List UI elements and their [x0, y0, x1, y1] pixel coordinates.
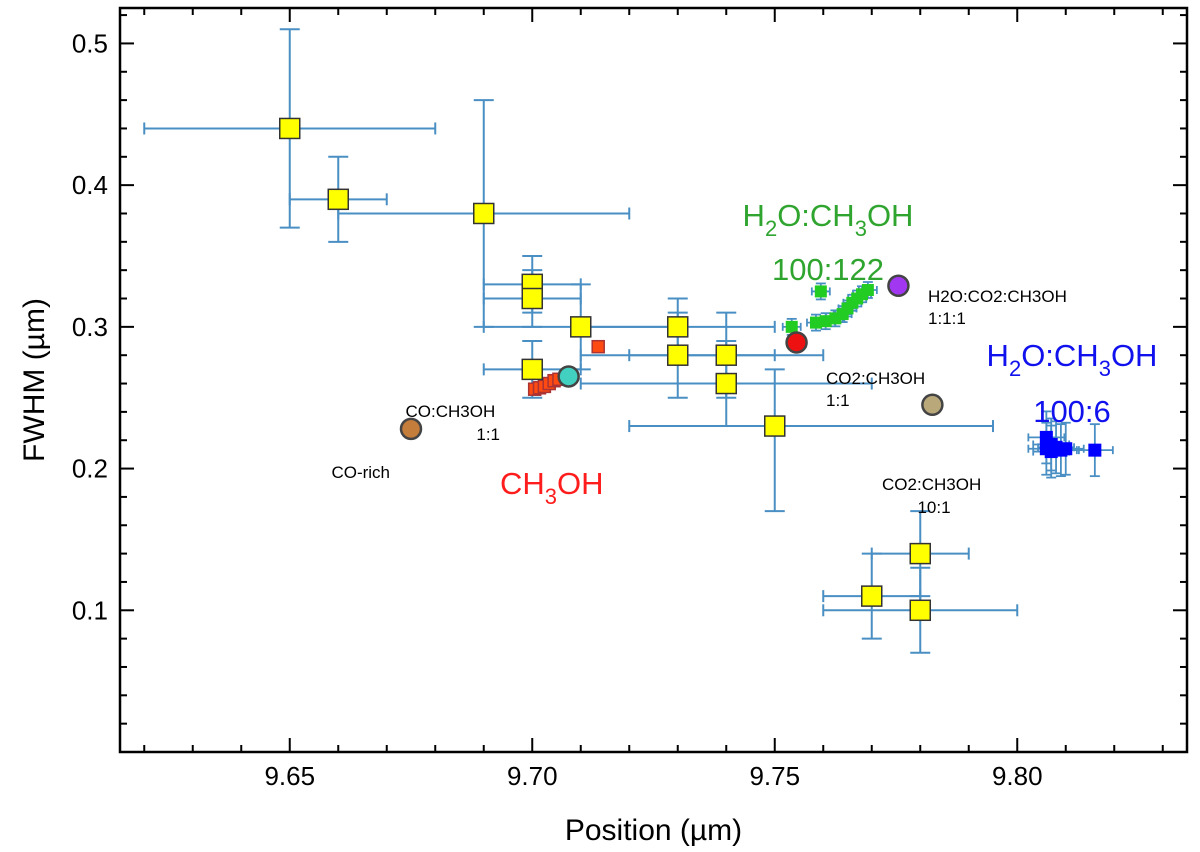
x-tick-label: 9.80 [992, 761, 1043, 791]
mixture-point [921, 393, 944, 417]
label-ch3oh-sub: 3 [545, 484, 557, 509]
x-tick-label: 9.70 [507, 761, 558, 791]
label-blue-p3: OH [1111, 338, 1158, 373]
label-green-p2: O:CH [777, 198, 855, 233]
y-axis-title: FWHM (µm) [18, 298, 51, 462]
annotation-co2-ch3oh-10-1-line2: 10:1 [917, 498, 950, 517]
label-green-sub2: 3 [855, 216, 867, 241]
label-ch3oh: CH3OH [500, 466, 604, 509]
observed-point [909, 542, 931, 565]
annotation-co2-ch3oh-1-1-line1: CO2:CH3OH [826, 369, 925, 388]
y-tick-label: 0.2 [72, 454, 108, 484]
annotation-co2-ch3oh-1-1-line2: 1:1 [826, 391, 850, 410]
observed-point [764, 415, 786, 437]
mixture-point [887, 274, 910, 298]
h2o-ch3oh-100-6-point [1088, 443, 1102, 457]
axes-frame [118, 6, 1189, 754]
label-green-sub1: 2 [765, 216, 777, 241]
y-tick-label: 0.5 [72, 28, 108, 58]
observed-point [715, 344, 737, 366]
annotation-co2-ch3oh-1-1: CO2:CH3OH 1:1 [826, 369, 930, 410]
h2o-ch3oh-100-122-point [809, 316, 822, 329]
annotation-co-rich-line: CO-rich [331, 463, 390, 482]
observed-point [667, 344, 689, 366]
label-ch3oh-main: CH [500, 466, 545, 501]
observed-point [570, 316, 592, 338]
mixture-point [785, 331, 808, 354]
label-h2o-ch3oh-green: H2O:CH3OH [743, 198, 914, 241]
annotation-co-rich: CO-rich [331, 463, 390, 482]
label-blue-sub2: 3 [1099, 356, 1111, 381]
h2o-ch3oh-100-122-point [814, 285, 827, 298]
observed-point [279, 117, 301, 140]
label-green-ratio: 100:122 [772, 252, 884, 287]
observed-point [473, 202, 495, 225]
ch3oh-point [591, 339, 605, 354]
annotation-co-ch3oh: CO:CH3OH 1:1 [406, 402, 500, 444]
annotation-h2o-co2-ch3oh-line2: 1:1:1 [928, 309, 966, 328]
annotation-co-ch3oh-line2: 1:1 [476, 425, 500, 444]
annotation-co2-ch3oh-10-1-line1: CO2:CH3OH [882, 475, 981, 494]
label-blue-sub1: 2 [1009, 356, 1021, 381]
observed-point [715, 372, 737, 395]
label-green-p3: OH [867, 198, 914, 233]
x-axis-title: Position (µm) [565, 814, 742, 847]
mixture-point [557, 365, 580, 388]
annotation-h2o-co2-ch3oh: H2O:CO2:CH3OH 1:1:1 [928, 287, 1072, 328]
y-tick-label: 0.4 [72, 170, 108, 200]
annotation-co-ch3oh-line1: CO:CH3OH [406, 402, 496, 421]
label-ch3oh-tail: OH [557, 466, 604, 501]
label-green-p1: H [743, 198, 765, 233]
h2o-ch3oh-100-6-point [1059, 442, 1073, 456]
h2o-ch3oh-100-122-point [785, 320, 798, 333]
h2o-ch3oh-100-122-point [819, 315, 832, 328]
observed-point [667, 316, 689, 338]
x-tick-label: 9.75 [749, 761, 800, 791]
observed-point [521, 358, 543, 381]
label-blue-ratio: 100:6 [1033, 394, 1111, 429]
observed-point [327, 188, 349, 211]
y-tick-label: 0.1 [72, 595, 108, 625]
annotation-h2o-co2-ch3oh-line1: H2O:CO2:CH3OH [928, 287, 1067, 306]
label-h2o-ch3oh-blue: H2O:CH3OH [987, 338, 1158, 381]
label-blue-p1: H [987, 338, 1009, 373]
label-blue-p2: O:CH [1021, 338, 1099, 373]
annotation-co2-ch3oh-10-1: CO2:CH3OH 10:1 [882, 475, 986, 517]
data-points-layer [279, 117, 1102, 622]
observed-point [861, 585, 883, 607]
mixture-point [399, 417, 423, 441]
plot-frame [118, 6, 1189, 754]
x-tick-label: 9.65 [264, 761, 315, 791]
y-tick-label: 0.3 [72, 312, 108, 342]
observed-point [909, 599, 931, 622]
axis-ticks-layer: 9.65 9.70 9.75 9.80 0.1 0.2 0.3 0.4 0.5 [72, 8, 1187, 791]
observed-point [521, 287, 543, 310]
h2o-ch3oh-100-122-point [861, 284, 874, 297]
